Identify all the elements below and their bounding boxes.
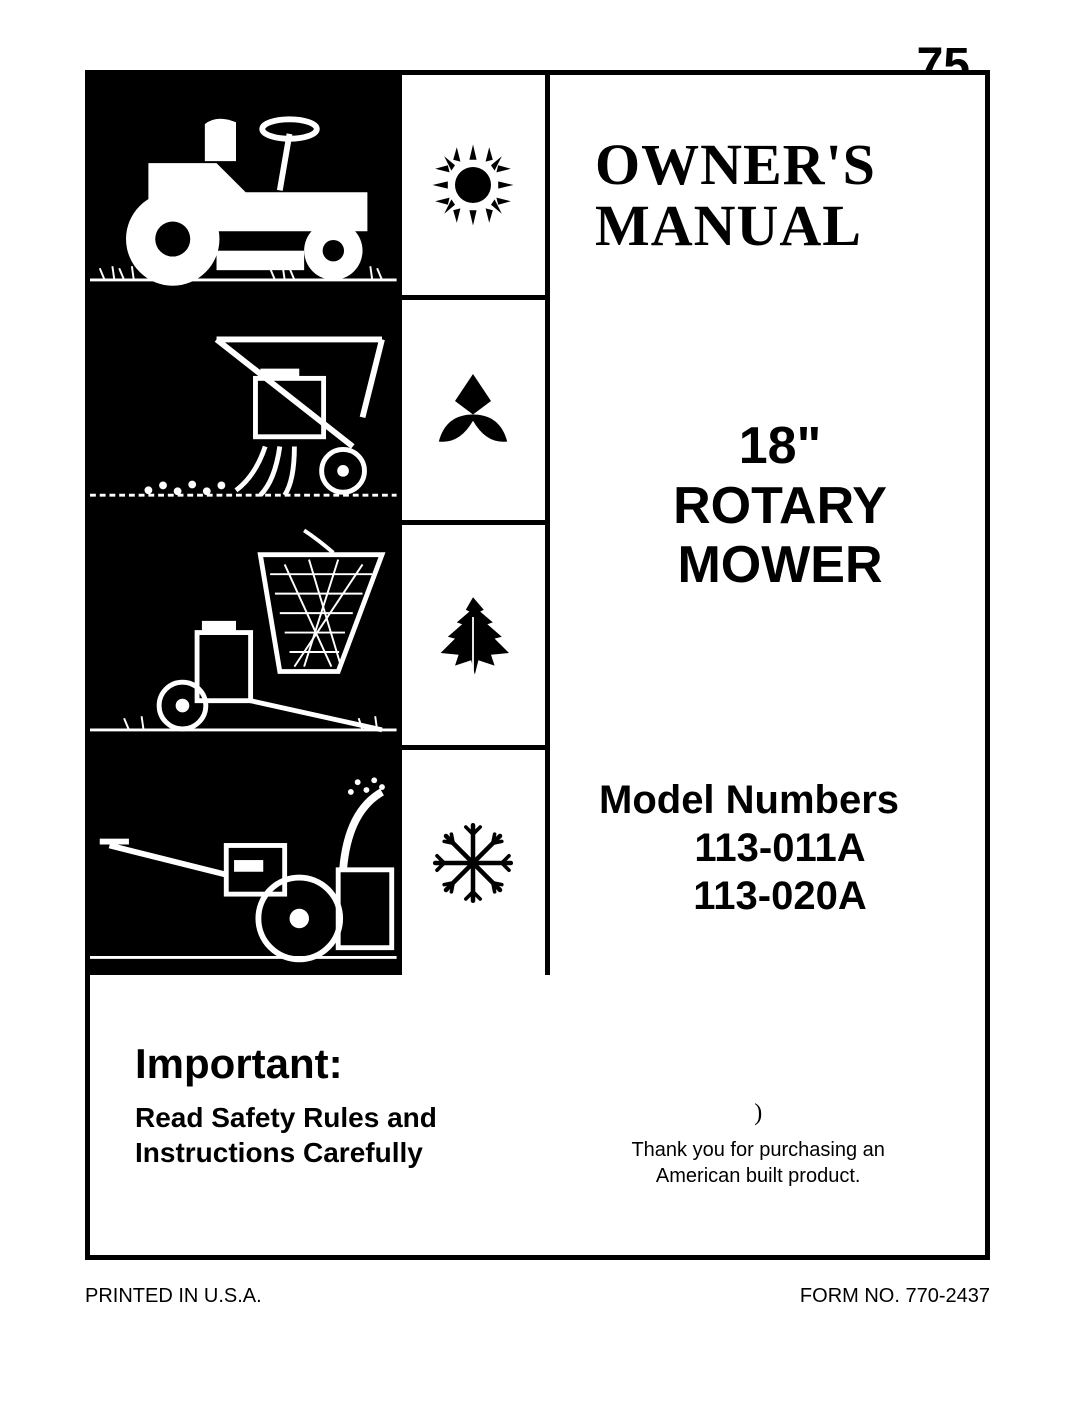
stray-paren: ) <box>561 1100 955 1127</box>
tiller-icon <box>90 300 397 520</box>
page-footer: PRINTED IN U.S.A. FORM NO. 770-2437 <box>85 1285 990 1308</box>
model-numbers-header: Model Numbers <box>595 776 965 824</box>
riding-mower-icon <box>90 75 397 295</box>
manual-title: OWNER'S MANUAL <box>595 135 965 257</box>
sprout-symbol-cell <box>402 300 545 520</box>
product-line3: MOWER <box>677 536 882 594</box>
footer-left: PRINTED IN U.S.A. <box>85 1285 262 1308</box>
grid-row <box>90 525 545 750</box>
model-number: 113-020A <box>693 874 866 918</box>
sun-icon <box>428 140 518 230</box>
page: .75 <box>0 0 1080 1409</box>
important-sub-line: Instructions Carefully <box>135 1137 423 1168</box>
title-line2: MANUAL <box>595 193 862 258</box>
manual-frame: OWNER'S MANUAL 18" ROTARY MOWER Model Nu… <box>85 70 990 1260</box>
thanks-line: American built product. <box>656 1165 861 1187</box>
snowflake-symbol-cell <box>402 750 545 975</box>
riding-mower-illustration <box>90 75 402 295</box>
model-numbers: 113-011A 113-020A <box>595 824 965 920</box>
snowflake-icon <box>428 818 518 908</box>
title-line1: OWNER'S <box>595 132 876 197</box>
thank-you-text: Thank you for purchasing an American bui… <box>561 1137 955 1189</box>
leaf-symbol-cell <box>402 525 545 745</box>
snowblower-icon <box>90 750 397 975</box>
title-column: OWNER'S MANUAL 18" ROTARY MOWER Model Nu… <box>555 75 985 975</box>
sun-symbol-cell <box>402 75 545 295</box>
grid-row <box>90 300 545 525</box>
chipper-icon <box>90 525 397 745</box>
model-number: 113-011A <box>694 826 865 870</box>
important-sub-line: Read Safety Rules and <box>135 1102 437 1133</box>
equipment-icon-grid <box>90 75 550 975</box>
thank-you-notice: ) Thank you for purchasing an American b… <box>561 1040 955 1255</box>
grid-row <box>90 75 545 300</box>
product-size: 18" <box>739 417 822 475</box>
tiller-illustration <box>90 300 402 520</box>
bottom-notice-area: Important: Read Safety Rules and Instruc… <box>90 980 985 1255</box>
product-title: 18" ROTARY MOWER <box>595 417 965 596</box>
product-line2: ROTARY <box>673 477 887 535</box>
important-subtext: Read Safety Rules and Instructions Caref… <box>135 1100 561 1170</box>
leaf-icon <box>428 590 518 680</box>
sprout-icon <box>428 365 518 455</box>
thanks-line: Thank you for purchasing an <box>631 1139 885 1161</box>
chipper-illustration <box>90 525 402 745</box>
footer-right: FORM NO. 770-2437 <box>800 1285 990 1308</box>
important-notice: Important: Read Safety Rules and Instruc… <box>135 1040 561 1255</box>
important-header: Important: <box>135 1040 561 1088</box>
grid-row <box>90 750 545 975</box>
snowblower-illustration <box>90 750 402 975</box>
